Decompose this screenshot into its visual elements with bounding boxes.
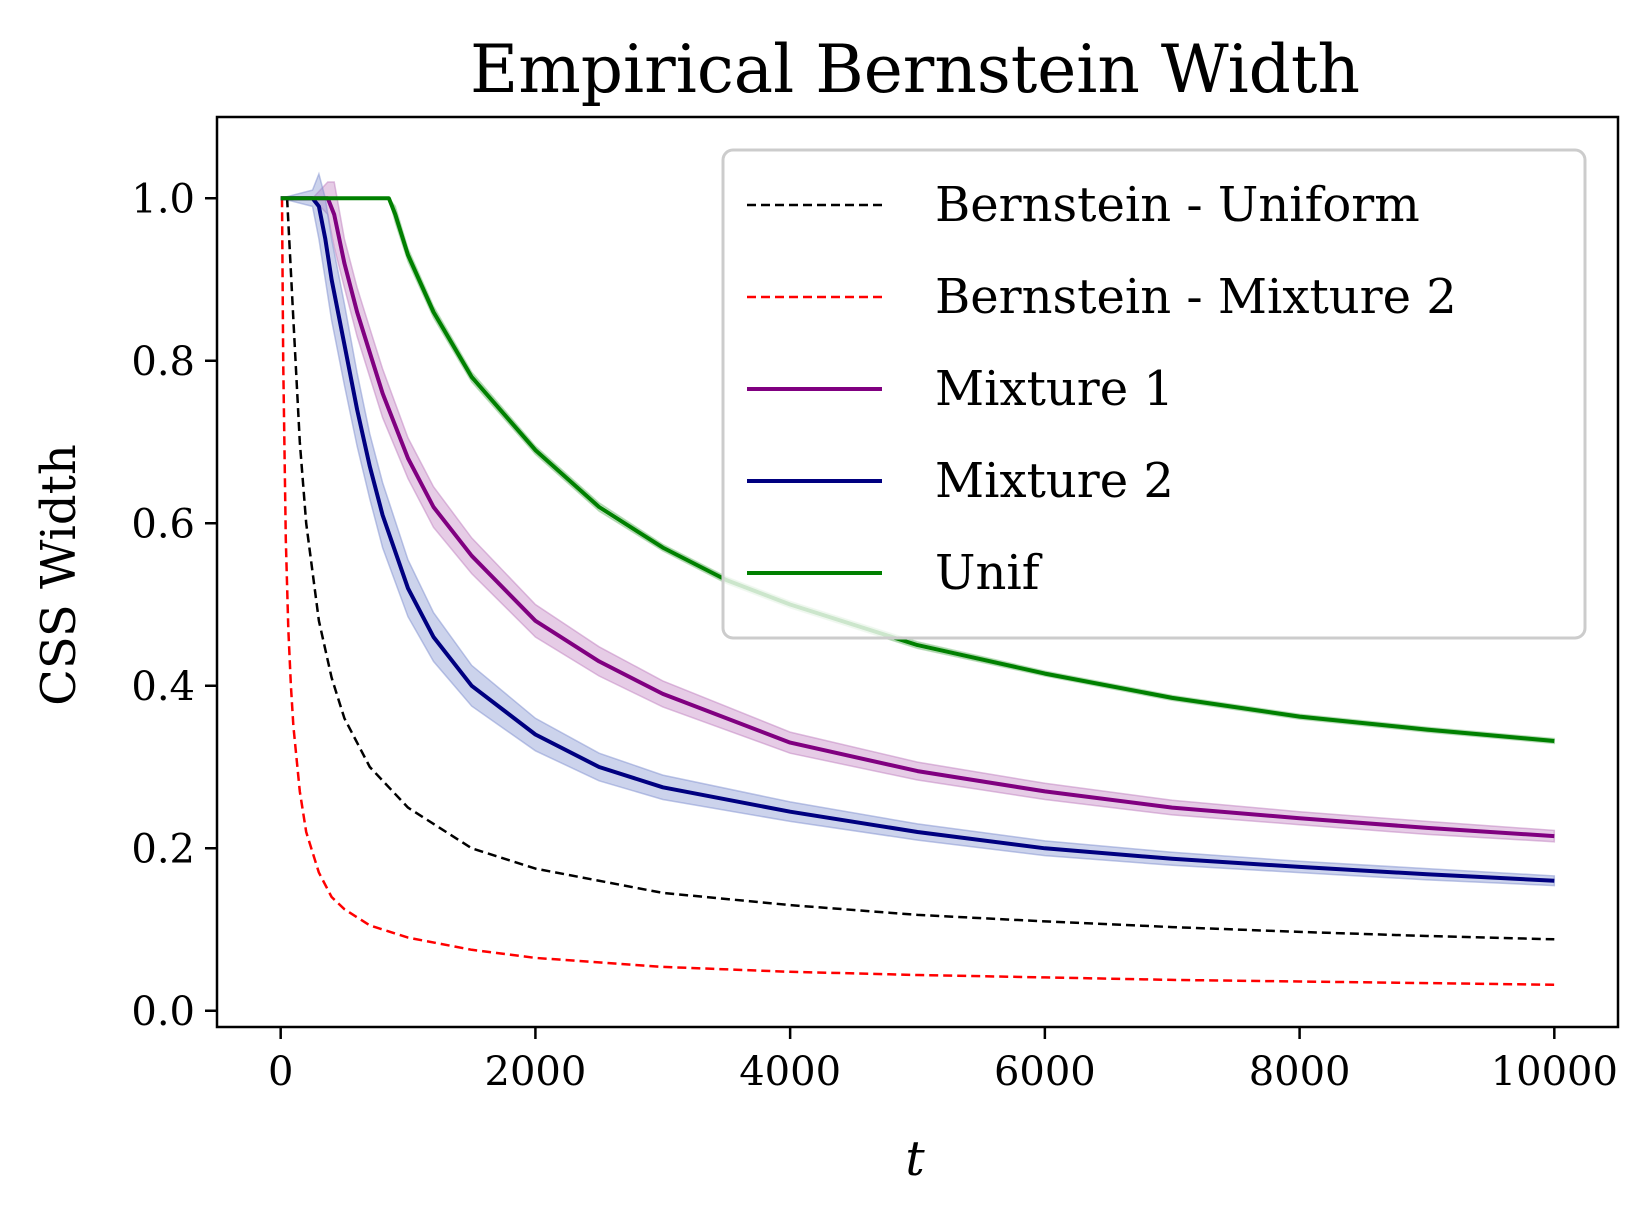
x-tick-label: 6000 (994, 1049, 1096, 1095)
legend-label: Unif (935, 545, 1043, 601)
legend: Bernstein - Uniform Bernstein - Mixture 2… (721, 148, 1587, 640)
y-tick-label: 0.6 (131, 501, 195, 547)
series-line (280, 196, 1555, 743)
x-tick-label: 0 (268, 1049, 293, 1095)
series-line (280, 198, 1555, 987)
x-tick-label: 10000 (1491, 1049, 1618, 1095)
series-line (285, 198, 1555, 941)
y-tick-label: 0.0 (131, 989, 195, 1035)
x-axis-label: t (905, 1131, 925, 1187)
y-tick-label: 0.2 (131, 826, 195, 872)
chart-title: Empirical Bernstein Width (470, 31, 1360, 108)
series-lines (280, 196, 1555, 987)
y-tick-label: 0.8 (131, 339, 195, 385)
x-tick-label: 2000 (485, 1049, 587, 1095)
x-axis-ticks: 0 2000 4000 6000 8000 10000 (268, 1027, 1618, 1095)
legend-label: Bernstein - Uniform (935, 177, 1420, 233)
legend-label: Mixture 2 (935, 453, 1174, 509)
x-tick-label: 8000 (1249, 1049, 1351, 1095)
legend-label: Mixture 1 (935, 361, 1174, 417)
x-tick-label: 4000 (739, 1049, 841, 1095)
series-line (280, 196, 1555, 839)
y-axis-ticks: 0.0 0.2 0.4 0.6 0.8 1.0 (131, 176, 217, 1035)
plot-frame (215, 115, 1620, 1029)
legend-label: Bernstein - Mixture 2 (935, 269, 1457, 325)
y-axis-label: CSS Width (31, 444, 87, 706)
y-tick-label: 1.0 (131, 176, 195, 222)
y-tick-label: 0.4 (131, 664, 195, 710)
series-line (280, 196, 1555, 883)
legend-box (721, 148, 1587, 640)
